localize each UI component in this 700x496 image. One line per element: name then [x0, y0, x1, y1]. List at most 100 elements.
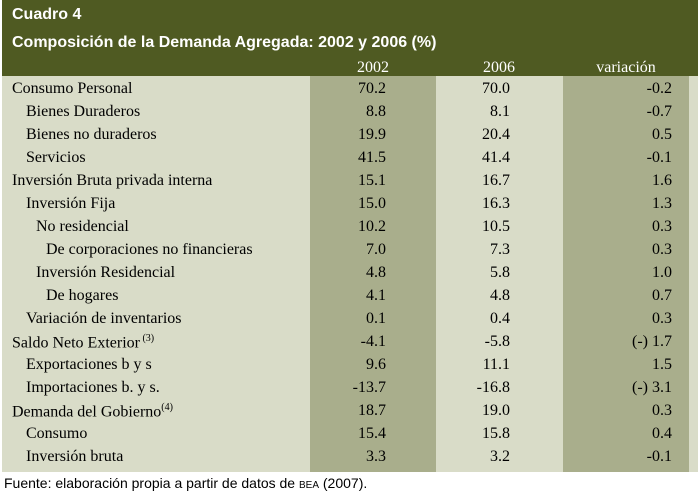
cell-v2002: 3.3	[366, 448, 386, 465]
cell-v2002: 41.5	[358, 149, 386, 166]
cell-v2006: 16.3	[482, 195, 510, 212]
cell-v2002: 15.1	[358, 172, 386, 189]
row-label: Exportaciones b y s	[26, 356, 152, 374]
column-band-2002	[310, 76, 436, 472]
row-label-text: Inversión Fija	[26, 195, 116, 212]
row-label-text: Inversión Bruta privada interna	[12, 172, 213, 189]
row-label: Inversión Residencial	[36, 264, 175, 282]
cell-var: 1.0	[652, 264, 672, 281]
cell-var: 0.3	[652, 218, 672, 235]
cell-v2006: 19.0	[482, 402, 510, 419]
footnote-prefix: Fuente: elaboración propia a partir de d…	[4, 475, 296, 491]
cell-v2006: 5.8	[490, 264, 510, 281]
table-header: Cuadro 4 Composición de la Demanda Agreg…	[2, 0, 698, 76]
cell-v2002: -4.1	[360, 333, 386, 350]
footnote-marker: (4)	[161, 402, 173, 413]
column-band-variacion	[563, 76, 689, 472]
row-label: Consumo Personal	[12, 80, 132, 98]
table-row: Inversión Fija 15.0 16.3 1.3	[2, 193, 698, 216]
row-label-text: Variación de inventarios	[26, 310, 182, 327]
row-label-text: De corporaciones no financieras	[46, 241, 253, 258]
cell-v2006: 20.4	[482, 126, 510, 143]
cell-var: -0.1	[646, 149, 672, 166]
cell-v2002: 4.8	[366, 264, 386, 281]
row-label: No residencial	[36, 218, 129, 236]
row-label-text: Consumo	[26, 425, 88, 442]
table-frame: Cuadro 4 Composición de la Demanda Agreg…	[2, 0, 698, 472]
table-row: De hogares 4.1 4.8 0.7	[2, 285, 698, 308]
row-label-text: Bienes no duraderos	[26, 126, 157, 143]
table-subtitle: Composición de la Demanda Agregada: 2002…	[12, 34, 437, 51]
column-header-2006: 2006	[483, 59, 515, 76]
cell-var: -0.2	[646, 80, 672, 97]
table-title: Cuadro 4	[12, 6, 82, 23]
table-row: Demanda del Gobierno(4) 18.7 19.0 0.3	[2, 400, 698, 423]
row-label: Consumo	[26, 425, 87, 443]
table-row: Inversión Residencial 4.8 5.8 1.0	[2, 262, 698, 285]
table-body: Consumo Personal 70.2 70.0 -0.2 Bienes Durad…	[2, 78, 698, 469]
cell-var: 1.5	[652, 356, 672, 373]
table-row: Variación de inventarios 0.1 0.4 0.3	[2, 308, 698, 331]
table-row: Saldo Neto Exterior (3) -4.1 -5.8 (-) 1.7	[2, 331, 698, 354]
table-row: Bienes Duraderos 8.8 8.1 -0.7	[2, 101, 698, 124]
table-row: Inversión bruta 3.3 3.2 -0.1	[2, 446, 698, 469]
cell-v2002: -13.7	[352, 379, 386, 396]
footnote-marker: (3)	[139, 333, 155, 344]
row-label: De hogares	[46, 287, 118, 305]
cell-v2006: -5.8	[484, 333, 510, 350]
row-label-text: Importaciones b. y s.	[26, 379, 160, 396]
cell-v2002: 15.4	[358, 425, 386, 442]
cell-var: (-) 3.1	[632, 379, 672, 396]
cell-var: -0.7	[646, 103, 672, 120]
cell-v2002: 4.1	[366, 287, 386, 304]
cell-v2006: 8.1	[490, 103, 510, 120]
row-label: Importaciones b. y s.	[26, 379, 160, 397]
row-label-text: Inversión Residencial	[36, 264, 176, 281]
cell-var: (-) 1.7	[632, 333, 672, 350]
column-header-variacion: variación	[596, 59, 656, 76]
table-row: De corporaciones no financieras 7.0 7.3 0.3	[2, 239, 698, 262]
cell-var: 0.4	[652, 425, 672, 442]
cell-v2006: 3.2	[490, 448, 510, 465]
row-label: Inversión Fija	[26, 195, 115, 213]
cell-var: 0.3	[652, 402, 672, 419]
cell-var: -0.1	[646, 448, 672, 465]
cell-v2002: 19.9	[358, 126, 386, 143]
table-row: Servicios 41.5 41.4 -0.1	[2, 147, 698, 170]
row-label-text: Exportaciones b y s	[26, 356, 152, 373]
cell-v2002: 0.1	[366, 310, 386, 327]
cell-v2002: 8.8	[366, 103, 386, 120]
table-row: Bienes no duraderos 19.9 20.4 0.5	[2, 124, 698, 147]
row-label-text: No residencial	[36, 218, 129, 235]
row-label-text: Demanda del Gobierno	[12, 403, 162, 421]
cell-v2006: 41.4	[482, 149, 510, 166]
cell-v2006: 7.3	[490, 241, 510, 258]
row-label: Demanda del Gobierno(4)	[12, 402, 173, 421]
row-label-text: Saldo Neto Exterior	[12, 334, 140, 352]
row-label: Bienes no duraderos	[26, 126, 157, 144]
cell-var: 1.6	[652, 172, 672, 189]
cell-v2006: 70.0	[482, 80, 510, 97]
table-row: Inversión Bruta privada interna 15.1 16.7 1…	[2, 170, 698, 193]
row-label: Bienes Duraderos	[26, 103, 140, 121]
cell-v2006: 15.8	[482, 425, 510, 442]
cell-var: 0.3	[652, 310, 672, 327]
cell-v2006: 0.4	[490, 310, 510, 327]
row-label-text: Bienes Duraderos	[26, 103, 141, 120]
row-label: Variación de inventarios	[26, 310, 182, 328]
cell-v2006: -16.8	[476, 379, 510, 396]
row-label: De corporaciones no financieras	[46, 241, 253, 259]
row-label-text: Inversión bruta	[26, 448, 124, 465]
row-label: Servicios	[26, 149, 86, 167]
column-header-2002: 2002	[357, 59, 389, 76]
row-label-text: Consumo Personal	[12, 80, 133, 97]
cell-v2006: 10.5	[482, 218, 510, 235]
source-footnote: Fuente: elaboración propia a partir de d…	[4, 475, 367, 491]
row-label-text: Servicios	[26, 149, 86, 166]
cell-var: 0.5	[652, 126, 672, 143]
row-label: Saldo Neto Exterior (3)	[12, 333, 154, 352]
table-row: Importaciones b. y s. -13.7 -16.8 (-) 3.1	[2, 377, 698, 400]
cell-v2002: 10.2	[358, 218, 386, 235]
cell-var: 1.3	[652, 195, 672, 212]
cell-v2002: 15.0	[358, 195, 386, 212]
